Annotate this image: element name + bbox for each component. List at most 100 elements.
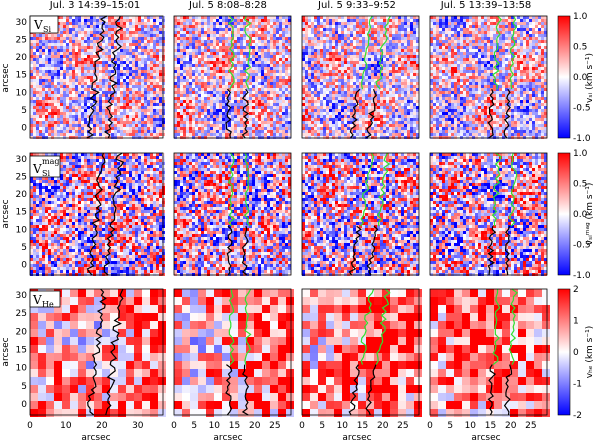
colorbar-tick-r2: -0.5 [573,241,591,251]
x-tick-c2: 5 [191,421,197,431]
colorbar-tick-r1: 0.5 [573,43,587,53]
col-header-4: Jul. 5 13:39–13:58 [440,0,532,11]
contour-green-r1-c3a [361,15,373,90]
x-tick-c4: 5 [447,421,453,431]
y-tick-r3: 5 [21,382,27,392]
axis-ticks: 3025201510501.00.50.0-0.5-1.030252015105… [16,12,591,431]
contour-green-r3-c3b [375,288,391,365]
y-tick-r1: 10 [16,88,28,98]
panel-frame-r3-c2 [173,288,292,416]
contour-green-r2-c3a [360,152,375,227]
x-tick-c2: 0 [171,421,177,431]
contour-green-r3-c2a [228,288,235,366]
contour-black-r1-c3b [365,88,378,139]
x-tick-c2: 10 [209,421,221,431]
y-axis-label-3: arcsec [1,337,11,366]
y-axis-label-1: arcsec [1,63,11,92]
panel-frame-r1-c3 [301,15,420,139]
contour-green-r1-c2b [243,15,252,90]
panel-r1-c1 [30,16,165,139]
contour-black-r1-c4a [487,88,495,139]
contour-black-r3-c4a [487,364,497,416]
x-tick-c1: 20 [96,421,108,431]
contour-green-r1-c4a [492,15,503,90]
x-tick-c3: 10 [337,421,349,431]
contour-green-r1-c2a [227,15,235,90]
contour-green-r2-c4b [509,152,518,227]
x-tick-c1: 10 [60,421,72,431]
y-tick-r3: 20 [16,327,28,337]
contour-black-r1-c3a [349,88,361,139]
panel-r2-c3 [302,153,419,276]
contour-black-r2-c3b [366,225,379,276]
panel-frame-r2-c4 [429,152,548,276]
contour-black-r2-c2b [241,226,249,276]
y-tick-r1: 30 [16,18,28,28]
x-tick-c2: 25 [269,421,280,431]
col-header-3: Jul. 5 9:33–9:52 [317,0,396,11]
y-tick-r3: 15 [16,346,27,356]
y-tick-r2: 15 [16,208,27,218]
panel-r3-c1 [30,289,166,417]
x-axis-label-2: arcsec [213,433,242,443]
colorbar-2-label: vₛᵢᵐᵃᵍ (km s⁻¹) [585,183,595,246]
colorbar-tick-r1: -1.0 [573,134,591,144]
colorbar-tick-r2: 1.0 [573,149,588,159]
x-tick-c3: 0 [299,421,305,431]
y-tick-r1: 5 [21,106,27,116]
contour-black-r3-c3b [365,364,377,416]
contour-black-r1-c2a [225,88,232,139]
colorbar-tick-r3: -2 [573,411,582,421]
colorbar-tick-r1: 1.0 [573,12,588,22]
x-tick-c3: 15 [357,421,368,431]
y-tick-r3: 30 [16,291,28,301]
x-tick-c2: 20 [249,421,261,431]
panel-r1-c3 [302,16,419,139]
col-header-2: Jul. 5 8:08–8:28 [188,0,267,11]
row-tag-2: V Si mag [29,155,61,178]
contour-black-r2-c4b [504,226,511,276]
contour-black-r1-c1a [86,15,108,139]
row-tag-1: V Si [29,15,59,34]
contour-layer [86,15,519,416]
contour-black-r3-c3a [348,364,360,416]
contour-green-r2-c2b [243,152,251,227]
contour-black-r1-c2b [241,88,250,139]
panel-frame-r3-c4 [429,288,548,416]
contour-black-r3-c2a [225,364,233,416]
contour-green-r2-c3b [376,152,391,227]
panel-r2-c4 [430,153,547,276]
y-tick-r2: 5 [21,243,27,253]
contour-black-r3-c4b [503,364,513,416]
x-axis-label-3: arcsec [342,433,371,443]
colorbar-1 [557,15,571,139]
panel-frame-r2-c3 [301,152,420,276]
y-tick-r2: 10 [16,225,28,235]
colorbar-tick-r3: 2 [573,285,579,295]
panel-frame-r1-c1 [29,15,164,139]
contour-green-r1-c3b [375,15,391,90]
x-tick-c2: 15 [229,421,240,431]
panel-r1-c2 [174,16,291,139]
panel-r1-c4 [430,16,547,139]
panel-r2-c2 [174,153,291,276]
contour-green-r3-c3a [360,288,375,365]
colorbar-1-label: vₛᵢ (km s⁻¹) [585,53,595,103]
panel-frame-r2-c2 [173,152,292,276]
x-tick-c4: 25 [525,421,536,431]
x-tick-c3: 20 [377,421,389,431]
contour-black-r1-c1b [103,15,123,139]
colorbar-3 [557,288,571,416]
contour-green-r2-c2a [227,152,235,227]
contour-black-r2-c4a [487,226,497,276]
x-tick-c4: 15 [485,421,496,431]
colorbar-tick-r1: 0.0 [573,73,588,83]
colorbar-tick-r3: 0 [573,348,579,358]
y-tick-r3: 0 [21,400,27,410]
panel-frame-r3-c3 [301,288,420,416]
x-tick-c1: 30 [132,421,144,431]
y-tick-r1: 25 [16,36,27,46]
contour-black-r2-c2a [226,225,233,276]
x-tick-c4: 20 [505,421,517,431]
